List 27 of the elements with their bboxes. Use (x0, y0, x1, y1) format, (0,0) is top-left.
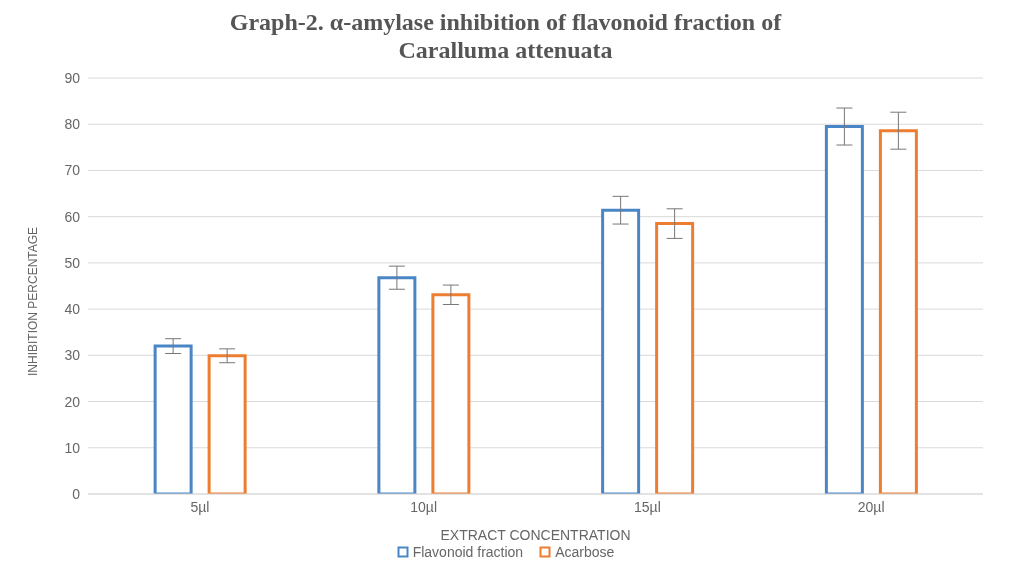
y-tick-label: 30 (64, 347, 81, 364)
chart-title: Graph-2. α-amylase inhibition of flavonoid fraction of Caralluma attenuata (228, 8, 783, 64)
y-tick-label: 40 (64, 301, 81, 318)
y-tick-label: 60 (64, 208, 81, 225)
y-tick-label: 10 (64, 439, 81, 456)
legend-label: Acarbose (555, 544, 615, 560)
y-tick-label: 90 (64, 69, 81, 86)
bar (824, 125, 864, 494)
legend-label: Flavonoid fraction (412, 544, 524, 560)
x-tick-label: 20µl (857, 498, 885, 515)
x-tick-label: 10µl (410, 498, 437, 515)
bar (601, 208, 641, 494)
x-axis-title: EXTRACT CONCENTRATION (440, 527, 631, 543)
bar (431, 293, 471, 494)
bar (207, 354, 247, 494)
y-tick-label: 0 (72, 485, 81, 502)
bar (655, 222, 695, 494)
y-axis-title: INHIBITION PERCENTAGE (26, 226, 41, 376)
x-tick-label: 5µl (190, 498, 210, 515)
y-tick-label: 70 (64, 162, 81, 179)
x-tick-label: 15µl (634, 498, 661, 515)
y-tick-label: 50 (64, 254, 81, 271)
bar (153, 344, 193, 494)
y-tick-label: 80 (64, 116, 81, 133)
bar (377, 276, 417, 494)
y-tick-label: 20 (64, 393, 81, 410)
bar (878, 129, 918, 494)
